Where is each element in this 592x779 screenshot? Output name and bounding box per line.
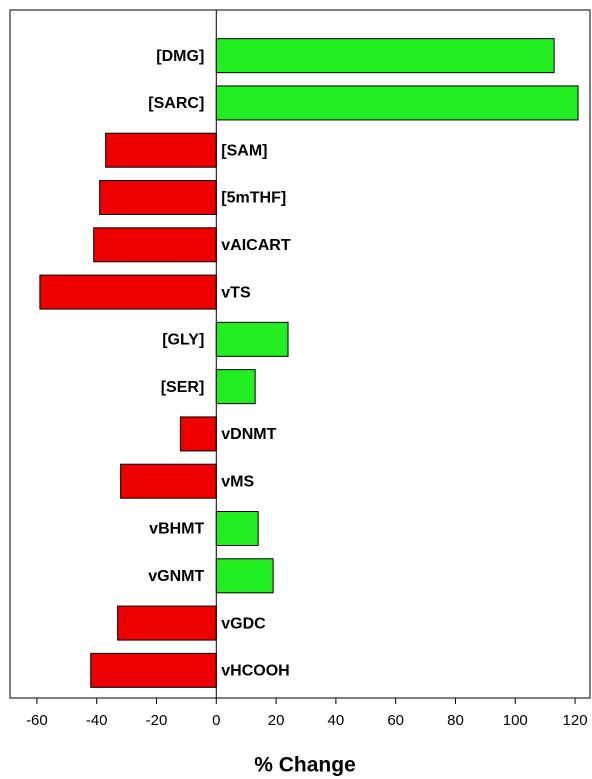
x-axis-label: % Change [254, 754, 356, 777]
bar [39, 274, 217, 310]
category-label: vMS [221, 473, 254, 490]
x-tick-label: 120 [563, 712, 588, 729]
category-label: [GLY] [162, 332, 204, 349]
category-label: vBHMT [149, 521, 204, 538]
x-tick-label: -40 [86, 712, 108, 729]
category-label: [SER] [161, 379, 205, 396]
category-label: vGNMT [148, 568, 204, 585]
category-label: [SAM] [221, 142, 267, 159]
plot-frame [9, 9, 591, 699]
category-label: vAICART [221, 237, 291, 254]
bar [105, 132, 217, 168]
category-label: vHCOOH [221, 663, 289, 680]
x-tick-label: -20 [146, 712, 168, 729]
bar [215, 369, 256, 405]
category-label: vTS [221, 284, 251, 301]
bar [179, 416, 217, 452]
category-label: [DMG] [156, 48, 204, 65]
bar [99, 180, 217, 215]
bar [215, 511, 259, 546]
bar [215, 38, 555, 74]
category-label: vGDC [221, 615, 266, 632]
category-label: [SARC] [148, 95, 204, 112]
bar [215, 321, 289, 357]
bar [117, 605, 217, 641]
x-tick-label: 40 [328, 712, 345, 729]
x-tick-label: 60 [387, 712, 404, 729]
x-tick-label: 80 [447, 712, 464, 729]
bar [90, 652, 217, 688]
x-tick-label: 20 [268, 712, 285, 729]
category-label: [5mTHF] [221, 190, 286, 207]
x-tick-label: 0 [212, 712, 220, 729]
bar [215, 85, 579, 121]
bar [93, 227, 217, 263]
category-label: vDNMT [221, 426, 276, 443]
bar [120, 463, 217, 499]
x-tick-label: -60 [26, 712, 48, 729]
x-tick-label: 100 [503, 712, 528, 729]
bar [215, 558, 274, 594]
